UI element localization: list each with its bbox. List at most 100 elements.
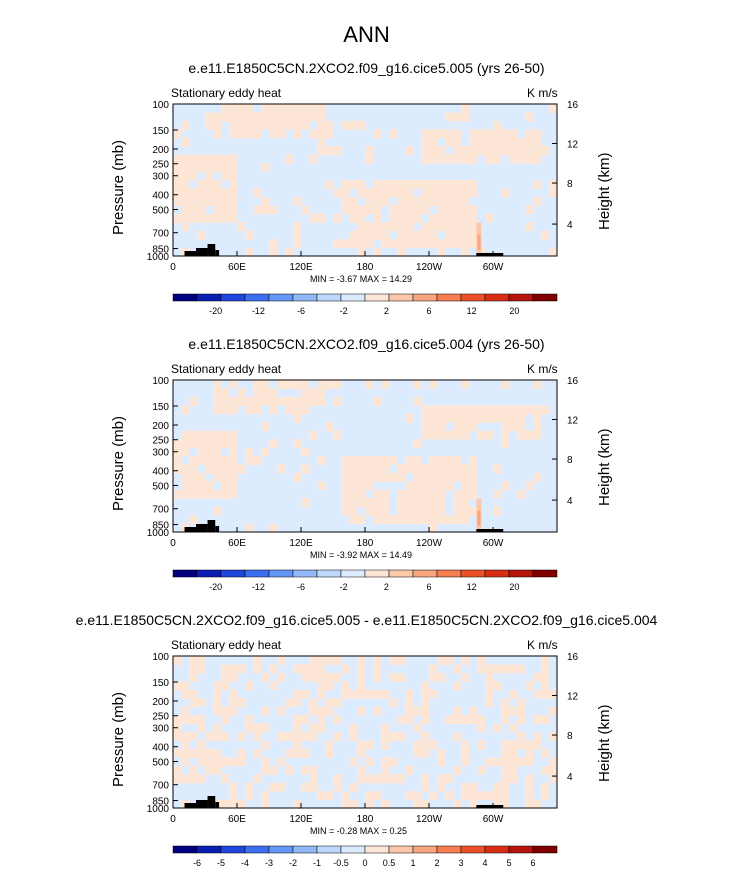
positive-cell (245, 405, 254, 415)
positive-cell (205, 464, 214, 474)
positive-cell (261, 706, 270, 716)
positive-cell (309, 664, 318, 674)
positive-cell (501, 380, 510, 389)
positive-cell (181, 681, 190, 691)
positive-cell (189, 396, 198, 406)
positive-cell (493, 129, 502, 139)
colorbar-swatch (220, 569, 246, 578)
positive-cell (365, 498, 374, 508)
positive-cell (477, 715, 486, 725)
positive-cell (421, 715, 430, 725)
topography (215, 250, 220, 256)
positive-cell (221, 430, 230, 440)
positive-cell (317, 706, 326, 716)
positive-cell (373, 774, 382, 784)
positive-cell (213, 456, 222, 465)
positive-cell (405, 698, 414, 708)
positive-cell (357, 765, 366, 775)
positive-cell (373, 247, 382, 257)
y-tick-label: 300 (152, 724, 169, 735)
colorbar-label: -5 (217, 858, 225, 868)
max-core (477, 234, 481, 250)
positive-cell (197, 196, 206, 206)
positive-cell (293, 664, 302, 674)
positive-cell (525, 799, 534, 809)
positive-cell (413, 396, 422, 406)
positive-cell (429, 672, 438, 682)
positive-cell (365, 188, 374, 198)
positive-cell (413, 723, 422, 733)
positive-cell (429, 489, 438, 499)
positive-cell (365, 799, 374, 809)
positive-cell (421, 405, 430, 415)
colorbar-swatch (292, 845, 318, 854)
colorbar-swatch (340, 569, 366, 578)
colorbar-swatch (484, 845, 510, 854)
colorbar-swatch (508, 569, 534, 578)
positive-cell (341, 188, 350, 198)
positive-cell (237, 120, 246, 130)
positive-cell (405, 765, 414, 775)
positive-cell (445, 112, 454, 122)
positive-cell (181, 213, 190, 223)
positive-cell (461, 154, 470, 164)
positive-cell (373, 515, 382, 525)
positive-cell (437, 430, 446, 440)
positive-cell (429, 213, 438, 223)
topography (476, 253, 504, 256)
positive-cell (469, 405, 478, 415)
positive-cell (341, 472, 350, 482)
positive-cell (397, 188, 406, 198)
colorbar-swatch (460, 569, 486, 578)
positive-cell (189, 430, 198, 440)
positive-cell (389, 213, 398, 223)
positive-cell (261, 388, 270, 398)
positive-cell (229, 698, 238, 708)
positive-cell (453, 129, 462, 139)
positive-cell (533, 129, 542, 139)
positive-cell (477, 405, 486, 415)
positive-cell (477, 137, 486, 147)
y-tick-label: 400 (152, 467, 169, 478)
positive-cell (317, 396, 326, 406)
positive-cell (453, 799, 462, 809)
positive-cell (285, 396, 294, 406)
positive-cell (349, 230, 358, 240)
positive-cell (365, 239, 374, 249)
positive-cell (437, 481, 446, 491)
positive-cell (413, 180, 422, 189)
positive-cell (253, 774, 262, 784)
positive-cell (405, 489, 414, 499)
positive-cell (221, 388, 230, 398)
positive-cell (357, 188, 366, 198)
positive-cell (405, 180, 414, 189)
positive-cell (253, 112, 262, 122)
x-tick-label: 120E (289, 814, 313, 825)
positive-cell (485, 137, 494, 147)
positive-cell (205, 456, 214, 465)
positive-cell (181, 689, 190, 699)
positive-cell (453, 472, 462, 482)
positive-cell (365, 791, 374, 801)
colorbar-swatch (172, 293, 198, 302)
positive-cell (437, 757, 446, 767)
positive-cell (533, 472, 542, 482)
positive-cell (181, 430, 190, 440)
positive-cell (261, 757, 270, 767)
positive-cell (357, 748, 366, 758)
positive-cell (269, 239, 278, 249)
positive-cell (213, 681, 222, 691)
positive-cell (485, 213, 494, 223)
colorbar-label: -20 (209, 306, 222, 316)
positive-cell (405, 706, 414, 716)
positive-cell (293, 698, 302, 708)
positive-cell (405, 213, 414, 223)
positive-cell (389, 757, 398, 767)
positive-cell (381, 472, 390, 482)
positive-cell (245, 723, 254, 733)
x-tick-label: 120E (289, 538, 313, 549)
y-right-tick-label: 16 (567, 100, 579, 111)
positive-cell (445, 196, 454, 206)
colorbar-label: 20 (509, 306, 519, 316)
